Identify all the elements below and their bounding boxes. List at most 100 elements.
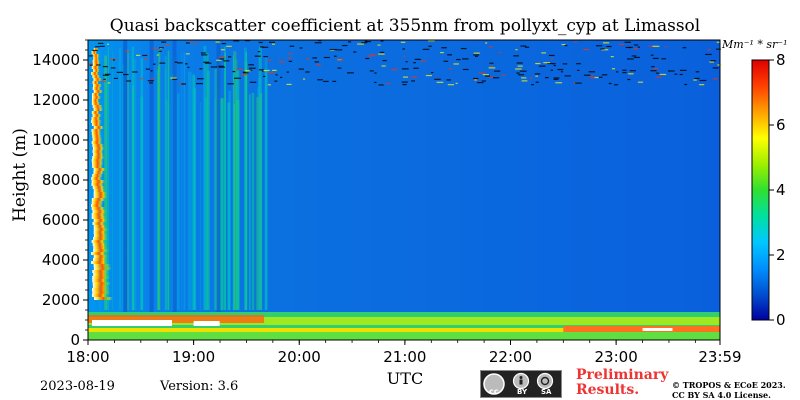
- noise-speck: [379, 51, 385, 54]
- colorbar-tick-label: 8: [776, 51, 786, 69]
- copyright-line-2: CC BY SA 4.0 License.: [672, 390, 771, 400]
- noise-speck: [318, 40, 322, 42]
- heatmap-background: [88, 40, 720, 340]
- signal-streak: [234, 59, 238, 310]
- edge-streak: [92, 60, 100, 63]
- edge-streak: [93, 90, 103, 93]
- noise-speck: [488, 76, 495, 79]
- x-tick-label: 22:00: [489, 348, 532, 366]
- noise-speck: [436, 81, 444, 83]
- noise-speck: [187, 66, 190, 68]
- noise-speck: [170, 77, 177, 79]
- noise-speck: [474, 79, 477, 81]
- noise-speck: [535, 62, 541, 65]
- edge-streak: [93, 234, 108, 237]
- noise-speck: [400, 41, 406, 43]
- noise-speck: [679, 69, 687, 72]
- edge-streak: [93, 108, 103, 111]
- noise-speck: [448, 68, 453, 70]
- noise-speck: [233, 40, 240, 42]
- edge-streak: [92, 135, 102, 138]
- layer-band-upper: [88, 317, 720, 325]
- signal-streak: [157, 65, 160, 310]
- noise-speck: [199, 68, 203, 70]
- noise-speck: [218, 56, 226, 58]
- edge-streak: [92, 186, 105, 189]
- signal-streak: [208, 70, 211, 311]
- x-tick-label: 21:00: [383, 348, 426, 366]
- noise-speck: [411, 80, 415, 82]
- noise-speck: [380, 40, 384, 42]
- noise-speck: [516, 72, 520, 74]
- noise-speck: [493, 70, 501, 72]
- edge-streak: [92, 276, 110, 279]
- noise-speck: [219, 58, 225, 60]
- noise-speck: [517, 65, 523, 67]
- cc-license-badge: cc BY SA: [480, 370, 562, 398]
- noise-speck: [370, 54, 377, 56]
- edge-streak: [91, 240, 106, 243]
- noise-speck: [306, 58, 310, 60]
- noise-speck: [600, 48, 605, 50]
- noise-speck: [583, 74, 591, 76]
- noise-speck: [99, 45, 105, 47]
- edge-streak: [91, 132, 102, 135]
- noise-speck: [625, 46, 632, 49]
- noise-speck: [142, 54, 148, 57]
- noise-speck: [316, 64, 321, 66]
- noise-speck: [386, 83, 391, 85]
- noise-speck: [693, 79, 697, 81]
- edge-streak: [92, 285, 110, 288]
- noise-speck: [262, 46, 269, 48]
- signal-streak: [214, 69, 218, 310]
- noise-speck: [369, 70, 374, 72]
- edge-streak: [93, 171, 104, 174]
- signal-streak: [199, 101, 202, 310]
- signal-streak: [98, 52, 101, 310]
- noise-speck: [518, 74, 525, 76]
- signal-streak: [220, 98, 224, 310]
- noise-speck: [200, 52, 206, 54]
- date-label: 2023-08-19: [40, 379, 115, 394]
- preliminary-notice: Preliminary Results.: [576, 368, 668, 398]
- signal-streak: [183, 52, 186, 311]
- cc-badge-label-by: BY: [517, 388, 528, 396]
- cc-badge-label-sa: SA: [541, 388, 552, 396]
- noise-speck: [287, 57, 292, 59]
- noise-speck: [116, 71, 123, 73]
- signal-streak: [119, 48, 121, 310]
- noise-speck: [381, 65, 386, 67]
- noise-speck: [606, 45, 612, 48]
- noise-speck: [268, 41, 276, 43]
- noise-speck: [498, 51, 501, 54]
- x-tick-label: 23:00: [595, 348, 638, 366]
- noise-speck: [402, 76, 409, 78]
- noise-speck: [661, 58, 667, 60]
- edge-streak: [93, 258, 108, 261]
- noise-speck: [312, 57, 318, 59]
- y-axis: 0 2000 4000 6000 8000 10000 12000 14000: [32, 39, 88, 349]
- signal-streak: [204, 97, 208, 310]
- noise-speck: [473, 52, 480, 54]
- noise-speck: [651, 66, 655, 68]
- edge-streak: [92, 174, 103, 177]
- noise-speck: [262, 75, 266, 78]
- signal-streak: [203, 45, 207, 310]
- noise-speck: [218, 65, 224, 67]
- noise-speck: [132, 71, 138, 73]
- noise-speck: [715, 48, 721, 50]
- noise-speck: [258, 41, 263, 44]
- noise-speck: [627, 78, 631, 81]
- noise-speck: [226, 45, 232, 47]
- edge-streak: [92, 156, 105, 159]
- noise-speck: [113, 77, 118, 80]
- noise-speck: [712, 78, 718, 80]
- noise-speck: [184, 63, 188, 65]
- noise-speck: [149, 82, 153, 84]
- noise-speck: [595, 45, 603, 47]
- noise-speck: [575, 82, 582, 84]
- noise-speck: [488, 67, 496, 69]
- noise-speck: [489, 62, 494, 64]
- x-tick-label: 20:00: [278, 348, 321, 366]
